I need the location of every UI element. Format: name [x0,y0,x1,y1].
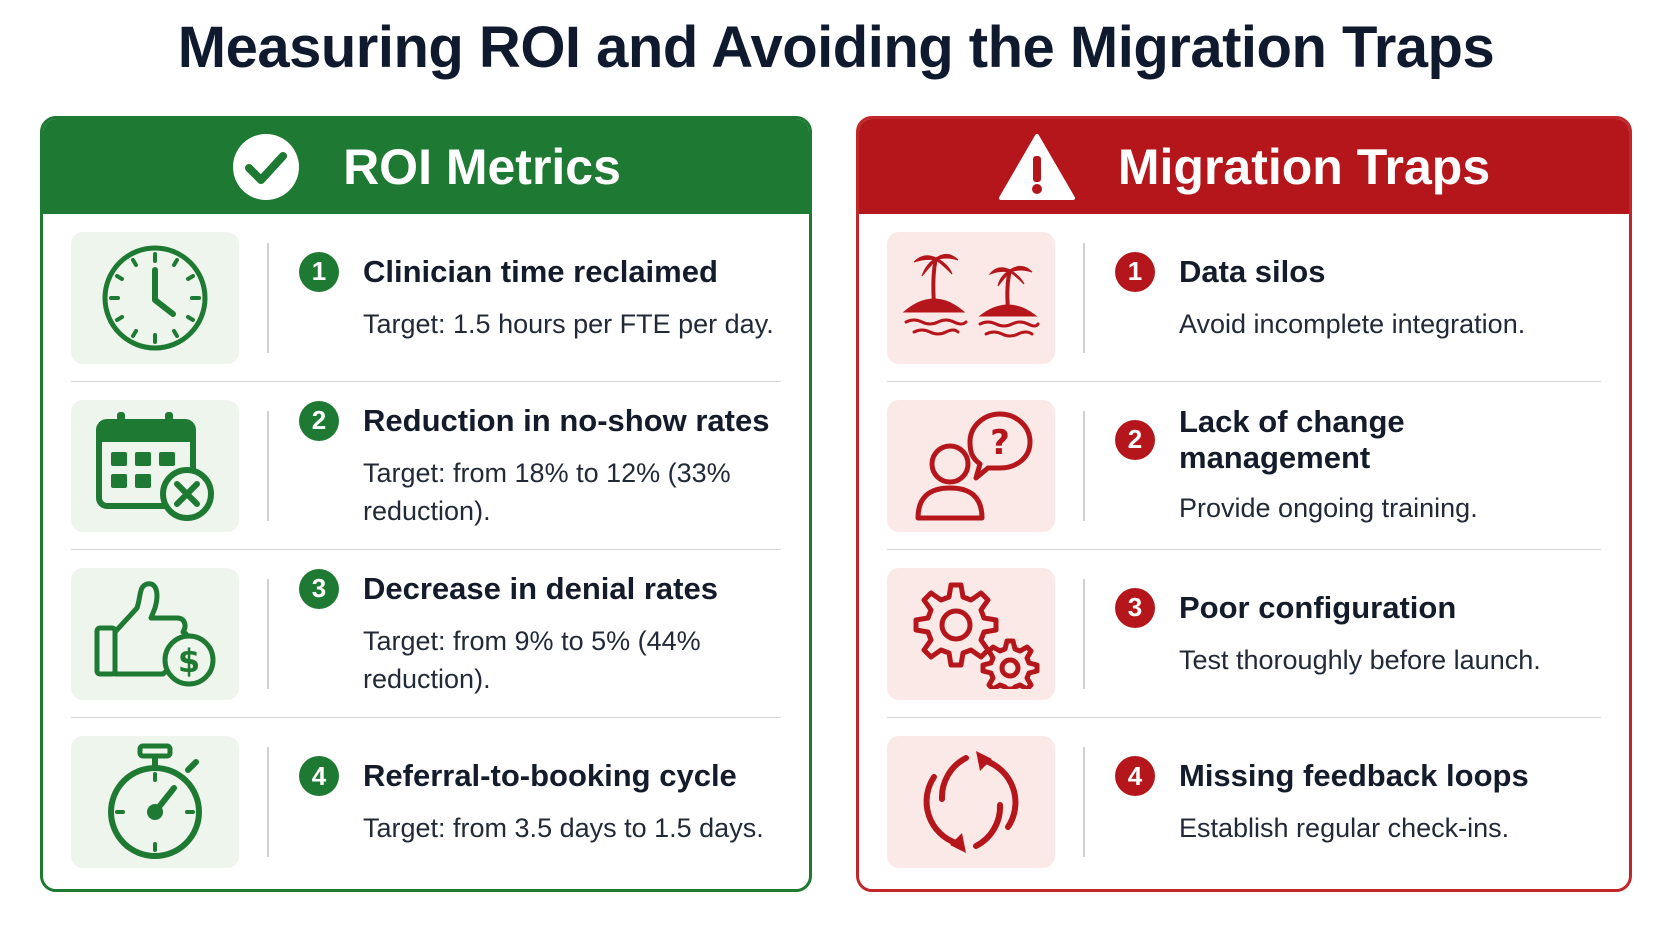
svg-text:?: ? [990,423,1010,463]
migration-traps-header: Migration Traps [859,119,1629,214]
item-title: Clinician time reclaimed [363,253,718,289]
step-number: 4 [299,756,339,797]
item-description: Test thoroughly before launch. [1179,644,1541,675]
clock-icon [99,242,211,354]
step-number: 2 [299,400,339,441]
svg-text:$: $ [178,642,200,680]
item-description: Target: from 18% to 12% (33% reduction). [363,457,731,526]
item-title: Reduction in no-show rates [363,402,770,438]
step-number: 1 [1115,251,1155,292]
roi-metrics-header: ROI Metrics [43,119,809,214]
list-item: 4 Missing feedback loops Establish regul… [887,718,1601,886]
migration-traps-panel: Migration Traps [856,116,1632,892]
list-item: 1 Clinician time reclaimed Target: 1.5 h… [71,214,781,382]
check-circle-icon [231,132,301,202]
item-title: Referral-to-booking cycle [363,758,737,794]
item-title: Poor configuration [1179,589,1457,625]
item-title: Decrease in denial rates [363,570,718,606]
item-title: Missing feedback loops [1179,758,1529,794]
list-item: 4 Referral-to-booking cycle Target: from… [71,718,781,886]
stopwatch-icon [100,742,210,862]
refresh-cycle-icon [916,747,1026,857]
step-number: 3 [1115,587,1155,628]
migration-traps-heading: Migration Traps [1117,138,1491,195]
roi-metrics-panel: ROI Metrics [40,116,812,892]
calendar-cancel-icon [93,408,217,524]
roi-metrics-heading: ROI Metrics [343,138,621,195]
step-number: 3 [299,568,339,609]
thumbs-up-dollar-icon: $ [91,576,219,692]
item-description: Target: from 3.5 days to 1.5 days. [363,813,764,844]
page-title: Measuring ROI and Avoiding the Migration… [177,15,1495,80]
list-item: 2 Reduction in no-show rates Target: fro… [71,382,781,550]
list-item: 1 Data silos Avoid incomplete integratio… [887,214,1601,382]
list-item: $ 3 Decrease in denial rates Target: fro… [71,550,781,718]
item-title: Data silos [1179,253,1326,289]
islands-icon [896,246,1046,350]
gears-icon [901,579,1041,689]
step-number: 4 [1115,756,1155,797]
item-description: Establish regular check-ins. [1179,813,1510,844]
list-item: ? 2 Lack of change management Provide on… [887,382,1601,550]
item-description: Target: 1.5 hours per FTE per day. [363,308,774,339]
item-description: Avoid incomplete integration. [1179,308,1526,339]
item-description: Target: from 9% to 5% (44% reduction). [363,625,701,694]
item-description: Provide ongoing training. [1179,492,1478,523]
list-item: 3 Poor configuration Test thoroughly bef… [887,550,1601,718]
step-number: 1 [299,251,339,292]
warning-icon [998,132,1076,202]
item-title: Lack of change management [1179,403,1405,475]
person-question-icon: ? [906,408,1036,524]
step-number: 2 [1115,419,1155,460]
